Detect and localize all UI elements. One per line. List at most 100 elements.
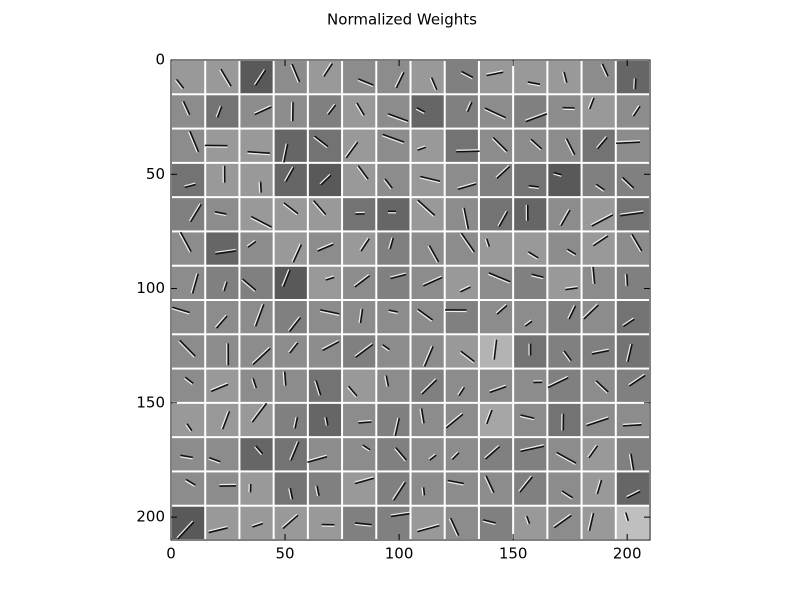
filter-stroke-light	[527, 252, 538, 260]
filter-stroke-light	[178, 232, 191, 253]
filter-stroke-light	[559, 208, 570, 226]
filter-stroke-dark	[588, 512, 595, 531]
filter-stroke-light	[447, 481, 464, 486]
filter-patch	[206, 232, 239, 265]
filter-patch	[377, 198, 410, 231]
filter-patch	[308, 266, 342, 299]
filter-stroke-dark	[586, 417, 609, 427]
x-tick-label: 100	[385, 545, 414, 563]
filter-patch	[206, 95, 239, 128]
filter-patch	[616, 403, 649, 437]
filter-stroke-dark	[358, 421, 372, 424]
filter-stroke-dark	[382, 344, 390, 351]
filter-patch	[377, 472, 410, 505]
filter-patch	[377, 438, 410, 471]
filter-stroke-dark	[259, 181, 262, 193]
filter-stroke-dark	[420, 408, 425, 424]
filter-stroke-light	[392, 481, 405, 500]
filter-stroke-dark	[182, 100, 191, 116]
filter-patch	[479, 95, 513, 128]
filter-patch	[172, 163, 205, 197]
filter-stroke-dark	[625, 512, 630, 522]
filter-stroke-light	[587, 512, 593, 531]
filter-stroke-dark	[179, 231, 192, 252]
filter-stroke-light	[616, 140, 640, 143]
filter-patch	[514, 438, 547, 471]
filter-patch	[343, 95, 376, 128]
filter-patch	[206, 163, 239, 197]
filter-stroke-light	[624, 274, 627, 286]
filter-stroke-light	[465, 101, 472, 112]
filter-stroke-light	[326, 103, 335, 114]
filter-stroke-light	[594, 381, 608, 394]
filter-stroke-light	[457, 386, 464, 396]
filter-stroke-light	[527, 82, 540, 87]
filter-stroke-light	[314, 380, 320, 396]
filter-stroke-light	[215, 105, 221, 118]
filter-stroke-dark	[252, 347, 271, 366]
filter-stroke-dark	[354, 522, 372, 526]
filter-stroke-dark	[175, 78, 185, 89]
filter-stroke-dark	[214, 211, 227, 215]
filter-stroke-dark	[489, 385, 507, 394]
filter-stroke-dark	[347, 385, 358, 397]
filter-stroke-dark	[623, 423, 642, 427]
filter-stroke-light	[353, 274, 370, 287]
filter-patch	[343, 129, 376, 162]
filter-stroke-light	[590, 266, 594, 284]
filter-stroke-dark	[616, 141, 641, 145]
filter-stroke-dark	[530, 138, 543, 150]
filter-stroke-light	[564, 139, 574, 156]
filter-stroke-dark	[177, 521, 195, 540]
filter-stroke-light	[600, 64, 608, 78]
filter-patch	[172, 266, 205, 299]
filter-stroke-dark	[421, 379, 438, 395]
filter-patch	[343, 301, 376, 334]
filter-stroke-dark	[563, 350, 572, 362]
filter-stroke-dark	[358, 78, 374, 86]
filter-stroke-light	[428, 453, 436, 460]
filter-stroke-dark	[283, 371, 287, 386]
filter-stroke-dark	[485, 475, 495, 493]
filter-patch	[616, 61, 649, 94]
filter-stroke-dark	[483, 519, 496, 524]
filter-stroke-dark	[566, 248, 577, 256]
filter-stroke-dark	[593, 235, 609, 247]
filter-stroke-dark	[254, 106, 272, 116]
filter-stroke-dark	[591, 214, 614, 227]
filter-patch	[514, 506, 547, 539]
filter-stroke-light	[631, 105, 640, 116]
filter-stroke-dark	[283, 202, 299, 215]
filter-stroke-light	[220, 410, 229, 429]
filter-stroke-dark	[626, 490, 641, 499]
filter-stroke-dark	[457, 183, 477, 191]
filter-patch	[548, 95, 581, 128]
filter-stroke-light	[416, 523, 440, 531]
filter-stroke-dark	[186, 423, 193, 432]
filter-stroke-light	[547, 375, 568, 387]
filter-stroke-dark	[242, 278, 257, 291]
filter-stroke-dark	[430, 77, 438, 91]
filter-stroke-dark	[531, 273, 544, 278]
filter-patch	[240, 232, 273, 265]
filter-stroke-light	[180, 456, 193, 460]
filter-stroke-light	[184, 182, 196, 187]
filter-patch	[445, 403, 478, 437]
filter-patch	[377, 129, 410, 162]
filter-stroke-light	[250, 217, 272, 229]
filter-stroke-dark	[556, 451, 577, 464]
filter-stroke-light	[384, 375, 388, 387]
filter-stroke-dark	[486, 409, 493, 425]
filter-stroke-light	[427, 245, 438, 264]
filter-stroke-light	[325, 275, 334, 280]
filter-stroke-light	[222, 281, 227, 291]
filter-stroke-dark	[466, 101, 473, 112]
filter-patch	[514, 403, 547, 437]
filter-stroke-dark	[395, 72, 405, 89]
filter-stroke-light	[291, 243, 301, 262]
filter-patch	[445, 266, 478, 299]
x-tick-label: 150	[499, 545, 528, 563]
filter-stroke-light	[354, 523, 372, 527]
